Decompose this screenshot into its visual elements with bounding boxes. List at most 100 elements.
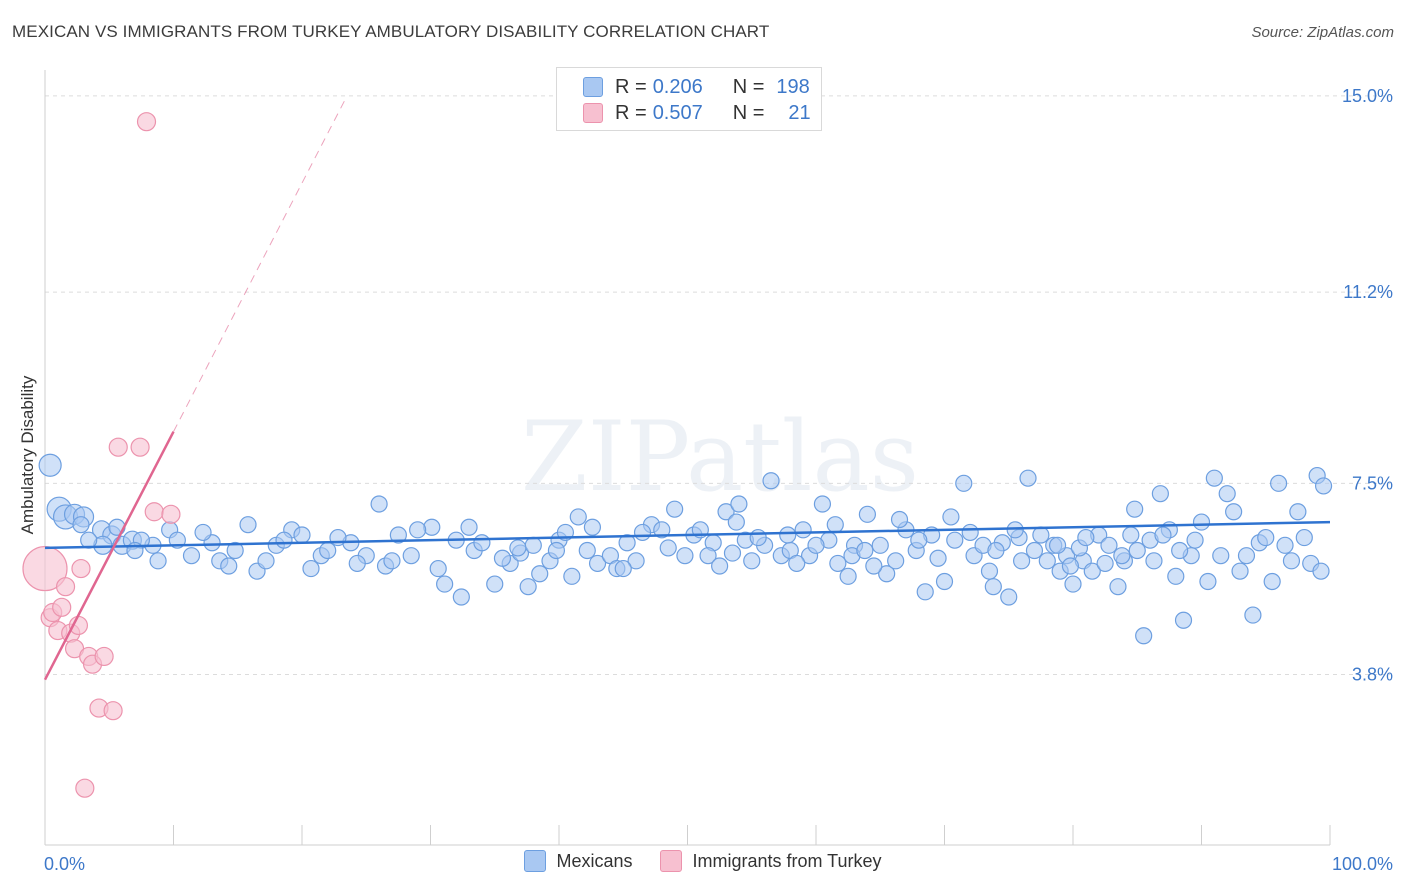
mexicans-point — [226, 541, 244, 560]
turkey-point — [52, 597, 72, 617]
turkey-point — [136, 112, 157, 132]
mexicans-point — [1109, 578, 1127, 596]
legend-item-mexicans: Mexicans — [524, 850, 632, 872]
mexicans-point — [762, 472, 780, 490]
mexicans-point — [839, 567, 857, 585]
legend-swatch-blue — [583, 77, 603, 97]
mexicans-point — [614, 559, 632, 578]
turkey-point — [130, 437, 150, 457]
mexicans-point — [460, 518, 478, 536]
mexicans-point — [717, 503, 735, 521]
mexicans-point — [149, 552, 167, 570]
legend-swatch-blue — [524, 850, 547, 872]
y-tick-label: 7.5% — [1352, 473, 1393, 493]
mexicans-point — [980, 562, 999, 580]
mexicans-point — [569, 508, 587, 526]
turkey-point — [161, 504, 181, 524]
mexicans-point — [1145, 552, 1163, 570]
mexicans-point — [984, 578, 1002, 596]
mexicans-point — [220, 557, 238, 575]
mexicans-point — [1205, 469, 1223, 487]
mexicans-point — [588, 554, 607, 573]
mexicans-point — [711, 557, 729, 575]
turkey-point — [103, 701, 123, 721]
n-value: 198 — [776, 75, 810, 98]
turkey-point — [71, 558, 91, 579]
mexicans-point — [856, 541, 874, 560]
mexicans-point — [493, 549, 512, 567]
mexicans-point — [1231, 562, 1249, 580]
mexicans-point — [72, 516, 90, 534]
x-tick-label: 0.0% — [44, 854, 85, 874]
mexicans-point — [1064, 575, 1082, 593]
mexicans-point — [618, 534, 636, 552]
correlation-legend: R = 0.206 N = 198 R = 0.507 N = 21 — [556, 67, 822, 131]
mexicans-point — [743, 552, 761, 570]
mexicans-point — [871, 536, 889, 554]
mexicans-trendline — [44, 520, 1331, 550]
mexicans-point — [1135, 627, 1153, 645]
mexicans-point — [429, 559, 447, 578]
n-label: N = — [732, 75, 765, 98]
mexicans-point — [653, 521, 671, 539]
mexicans-point — [699, 547, 717, 565]
mexicans-point — [1025, 541, 1044, 560]
mexicans-point — [1006, 521, 1024, 539]
mexicans-point — [1122, 526, 1140, 544]
legend-row-turkey: R = 0.507 N = 21 — [583, 100, 811, 126]
n-value: 21 — [788, 101, 811, 124]
legend-item-turkey: Immigrants from Turkey — [660, 850, 882, 872]
mexicans-point — [1083, 562, 1101, 580]
y-tick-label: 3.8% — [1352, 665, 1393, 685]
mexicans-point — [878, 565, 896, 583]
mexicans-point — [1048, 536, 1067, 554]
mexicans-point — [1038, 552, 1056, 570]
mexicans-point — [627, 552, 645, 570]
turkey-point — [108, 437, 128, 457]
mexicans-point — [547, 541, 566, 560]
mexicans-point — [524, 536, 542, 554]
mexicans-point — [239, 516, 257, 534]
mexicans-point — [633, 523, 652, 542]
mexicans-point — [749, 528, 767, 547]
mexicans-point — [1032, 526, 1050, 544]
mexicans-point — [1212, 547, 1230, 565]
mexicans-point — [563, 567, 581, 585]
mexicans-point — [1269, 474, 1288, 492]
turkey-point — [22, 545, 68, 592]
r-label: R = — [615, 101, 647, 124]
mexicans-point — [961, 523, 979, 542]
mexicans-point — [257, 552, 275, 570]
mexicans-point — [1100, 536, 1118, 554]
mexicans-point — [1295, 528, 1313, 547]
n-label: N = — [732, 101, 765, 124]
mexicans-point — [1061, 557, 1080, 575]
mexicans-point — [423, 518, 441, 536]
mexicans-point — [813, 495, 832, 513]
mexicans-point — [293, 526, 311, 544]
y-axis-label: Ambulatory Disability — [18, 375, 37, 535]
mexicans-point — [1012, 552, 1031, 570]
mexicans-point — [1289, 503, 1307, 521]
turkey-point — [55, 577, 76, 597]
mexicans-point — [531, 565, 549, 583]
mexicans-point — [1192, 513, 1211, 531]
watermark: ZIPatlas — [521, 401, 919, 513]
mexicans-point — [666, 500, 684, 518]
y-tick-label: 15.0% — [1342, 86, 1393, 106]
mexicans-point — [826, 516, 844, 534]
mexicans-point — [730, 495, 748, 513]
legend-row-mexicans: R = 0.206 N = 198 — [583, 74, 810, 100]
mexicans-point — [370, 495, 388, 513]
mexicans-point — [935, 572, 954, 591]
mexicans-point — [1174, 611, 1193, 629]
series-legend: Mexicans Immigrants from Turkey — [0, 850, 1406, 872]
mexicans-point — [1000, 588, 1018, 606]
legend-label-turkey: Immigrants from Turkey — [692, 850, 882, 871]
mexicans-point — [1244, 606, 1262, 624]
mexicans-point — [723, 544, 742, 562]
mexicans-point — [890, 510, 909, 529]
y-tick-label: 11.2% — [1343, 282, 1393, 302]
mexicans-point — [1237, 547, 1256, 565]
